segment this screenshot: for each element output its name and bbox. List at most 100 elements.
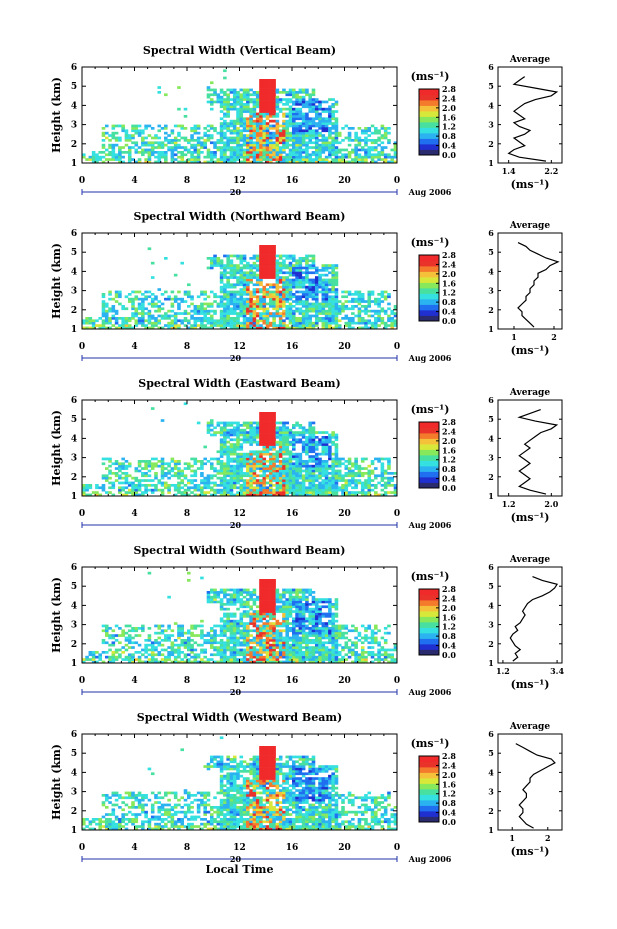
- heatmap-cell: [367, 153, 372, 157]
- heatmap-cell: [278, 445, 283, 449]
- heatmap-cell: [196, 155, 201, 159]
- heatmap-cell: [131, 136, 135, 140]
- heatmap-cell: [124, 476, 129, 480]
- heatmap-cell: [262, 93, 267, 97]
- heatmap-cell: [223, 146, 227, 149]
- heatmap-cell: [331, 112, 335, 116]
- heatmap-cell: [278, 129, 283, 133]
- heatmap-cell: [144, 460, 148, 463]
- heatmap-cell: [193, 139, 198, 142]
- heatmap-cell: [259, 119, 263, 123]
- heatmap-cell: [272, 426, 276, 430]
- heatmap-cell: [370, 141, 375, 145]
- heatmap-cell: [239, 153, 244, 157]
- heatmap-cell: [265, 110, 270, 113]
- heatmap-cell: [298, 257, 303, 260]
- heatmap-cell: [180, 146, 185, 149]
- heatmap-cell: [101, 476, 106, 480]
- heatmap-cell: [285, 428, 290, 432]
- heatmap-cell: [249, 122, 253, 125]
- heatmap-cell: [341, 290, 345, 294]
- heatmap-cell: [246, 433, 250, 437]
- heatmap-cell: [370, 300, 375, 303]
- heatmap-cell: [324, 158, 329, 161]
- heatmap-cell: [173, 146, 178, 149]
- heatmap-cell: [334, 443, 339, 446]
- heatmap-cell: [282, 474, 286, 478]
- heatmap-cell: [321, 297, 326, 301]
- heatmap-cell: [239, 122, 244, 125]
- heatmap-cell: [183, 317, 188, 320]
- heatmap-cell: [127, 136, 132, 140]
- heatmap-cell: [170, 319, 175, 323]
- heatmap-cell: [160, 457, 165, 461]
- heatmap-cell: [282, 129, 286, 133]
- heatmap-cell: [242, 317, 247, 320]
- heatmap-cell: [324, 124, 329, 128]
- heatmap-cell: [314, 452, 319, 456]
- heatmap-cell: [278, 160, 283, 164]
- heatmap-cell: [282, 288, 286, 291]
- heatmap-cell: [203, 462, 207, 466]
- heatmap-cell: [196, 486, 201, 490]
- heatmap-cell: [85, 484, 89, 487]
- heatmap-cell: [383, 493, 388, 497]
- heatmap-cell: [331, 436, 335, 439]
- heatmap-cell: [246, 143, 250, 147]
- heatmap-cell: [262, 436, 267, 439]
- heatmap-cell: [259, 105, 263, 109]
- heatmap-cell: [272, 290, 276, 294]
- heatmap-cell: [246, 464, 250, 468]
- heatmap-cell: [232, 271, 237, 275]
- heatmap-cell: [285, 450, 290, 454]
- heatmap-cell: [213, 141, 217, 145]
- heatmap-cell: [265, 79, 270, 82]
- heatmap-cell: [232, 448, 237, 451]
- heatmap-cell: [134, 641, 139, 645]
- heatmap-cell: [108, 326, 112, 330]
- heatmap-cell: [265, 98, 270, 101]
- y-tick-label: 1: [71, 492, 77, 502]
- heatmap-cell: [298, 491, 303, 494]
- heatmap-cell: [239, 131, 244, 135]
- heatmap-cell: [203, 127, 207, 130]
- heatmap-cell: [337, 326, 342, 330]
- heatmap-cell: [150, 146, 155, 149]
- heatmap-cell: [190, 479, 194, 482]
- heatmap-cell: [255, 119, 260, 123]
- heatmap-cell: [262, 158, 267, 161]
- heatmap-cell: [101, 307, 106, 311]
- heatmap-cell: [383, 312, 388, 315]
- heatmap-cell: [305, 141, 309, 145]
- heatmap-cell: [118, 317, 122, 320]
- heatmap-cell: [118, 302, 122, 306]
- heatmap-cell: [292, 151, 296, 154]
- heatmap-cell: [347, 462, 352, 466]
- heatmap-cell: [377, 293, 381, 296]
- heatmap-cell: [170, 457, 175, 461]
- heatmap-cell: [242, 160, 247, 164]
- heatmap-cell: [285, 293, 290, 296]
- heatmap-cell: [272, 252, 276, 255]
- heatmap-cell: [364, 155, 368, 159]
- heatmap-cell: [134, 312, 139, 315]
- heatmap-cell: [269, 119, 273, 123]
- heatmap-cell: [180, 474, 185, 478]
- heatmap-cell: [196, 160, 201, 164]
- colorbar-tick-label: 2.8: [442, 417, 456, 427]
- heatmap-cell: [265, 81, 270, 85]
- heatmap-cell: [213, 151, 217, 154]
- heatmap-cell: [255, 295, 260, 299]
- heatmap-cell: [288, 307, 293, 311]
- heatmap-cell: [393, 488, 398, 492]
- heatmap-cell: [262, 127, 267, 130]
- heatmap-cell: [206, 486, 211, 490]
- heatmap-cell: [324, 448, 329, 451]
- heatmap-cell: [252, 319, 257, 323]
- heatmap-cell: [377, 457, 381, 461]
- heatmap-cell: [265, 414, 270, 418]
- heatmap-cell: [288, 134, 293, 137]
- heatmap-cell: [278, 297, 283, 301]
- heatmap-cell: [318, 290, 322, 294]
- heatmap-cell: [387, 491, 391, 494]
